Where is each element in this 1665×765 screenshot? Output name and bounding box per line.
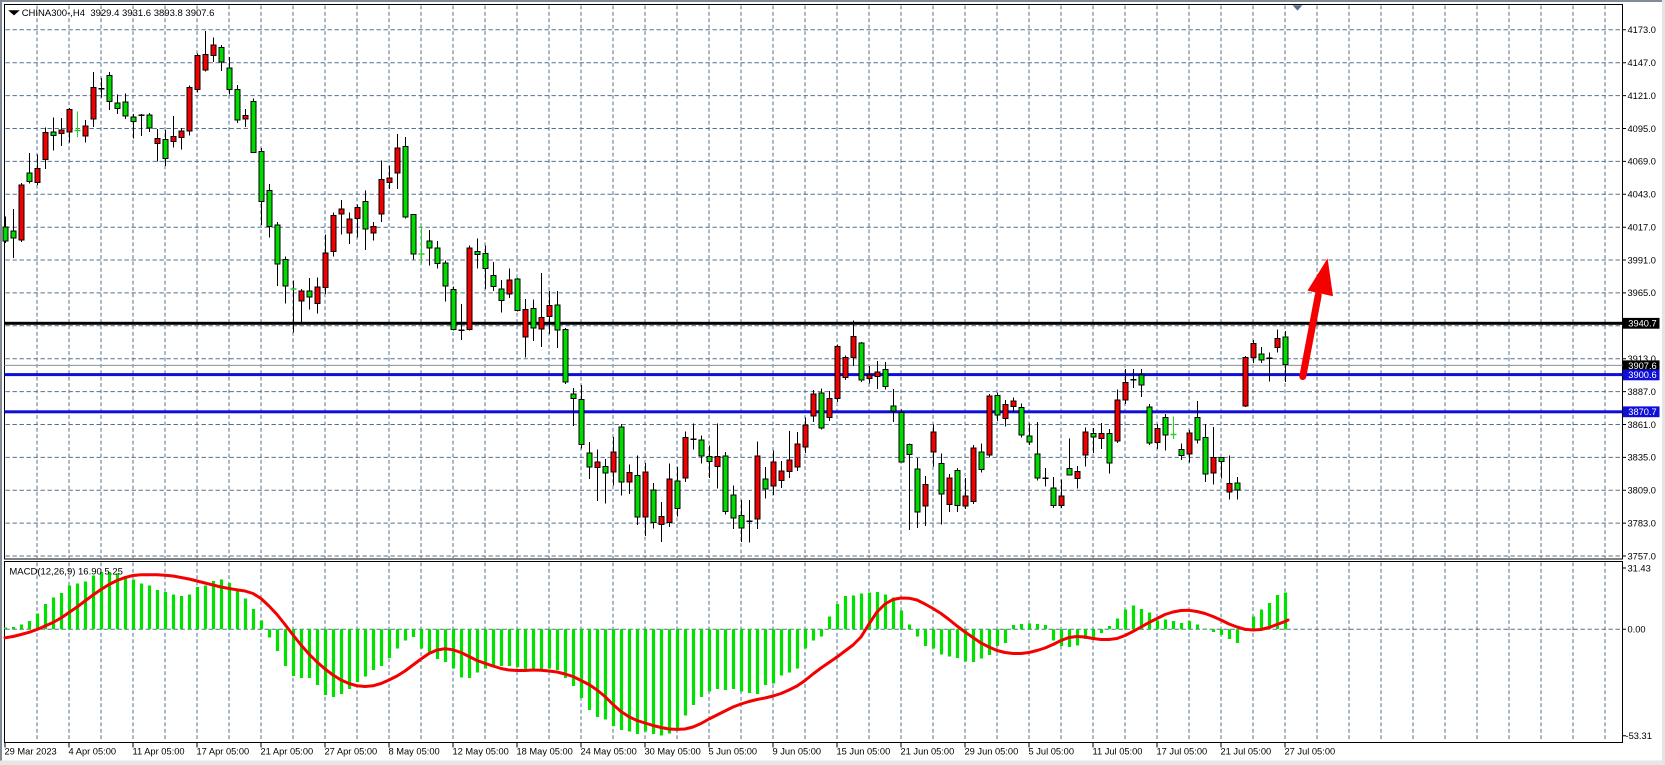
svg-text:27 Jul 05:00: 27 Jul 05:00 — [1285, 747, 1336, 757]
svg-text:CHINA300-,H4 3929.4 3931.6 38: CHINA300-,H4 3929.4 3931.6 3893.8 3907.6 — [22, 8, 215, 19]
svg-text:9 Jun 05:00: 9 Jun 05:00 — [773, 747, 822, 757]
svg-text:29 Mar 2023: 29 Mar 2023 — [5, 747, 57, 757]
svg-text:3870.7: 3870.7 — [1628, 407, 1656, 417]
svg-text:3861.0: 3861.0 — [1628, 420, 1656, 430]
svg-text:3913.0: 3913.0 — [1628, 354, 1656, 364]
svg-text:4 Apr 05:00: 4 Apr 05:00 — [69, 747, 117, 757]
svg-text:11 Jul 05:00: 11 Jul 05:00 — [1093, 747, 1143, 757]
svg-text:21 Apr 05:00: 21 Apr 05:00 — [261, 747, 314, 757]
svg-text:3900.6: 3900.6 — [1628, 370, 1656, 380]
svg-text:4173.0: 4173.0 — [1628, 25, 1656, 35]
svg-text:17 Jul 05:00: 17 Jul 05:00 — [1157, 747, 1208, 757]
svg-text:17 Apr 05:00: 17 Apr 05:00 — [197, 747, 250, 757]
svg-text:4121.0: 4121.0 — [1628, 91, 1656, 101]
svg-text:27 Apr 05:00: 27 Apr 05:00 — [325, 747, 378, 757]
svg-text:4069.0: 4069.0 — [1628, 157, 1656, 167]
svg-text:5 Jun 05:00: 5 Jun 05:00 — [709, 747, 758, 757]
svg-text:15 Jun 05:00: 15 Jun 05:00 — [837, 747, 891, 757]
svg-text:3991.0: 3991.0 — [1628, 255, 1656, 265]
svg-text:3835.0: 3835.0 — [1628, 453, 1656, 463]
svg-text:8 May 05:00: 8 May 05:00 — [389, 747, 440, 757]
svg-text:4043.0: 4043.0 — [1628, 190, 1656, 200]
svg-text:30 May 05:00: 30 May 05:00 — [645, 747, 701, 757]
svg-text:29 Jun 05:00: 29 Jun 05:00 — [965, 747, 1019, 757]
svg-text:11 Apr 05:00: 11 Apr 05:00 — [133, 747, 185, 757]
svg-text:4095.0: 4095.0 — [1628, 124, 1656, 134]
svg-text:4147.0: 4147.0 — [1628, 58, 1656, 68]
svg-text:3965.0: 3965.0 — [1628, 288, 1656, 298]
svg-text:3809.0: 3809.0 — [1628, 486, 1656, 496]
svg-text:3907.6: 3907.6 — [1628, 361, 1656, 371]
svg-text:12 May 05:00: 12 May 05:00 — [453, 747, 509, 757]
svg-text:3757.0: 3757.0 — [1628, 551, 1656, 561]
svg-text:18 May 05:00: 18 May 05:00 — [517, 747, 573, 757]
svg-text:3940.7: 3940.7 — [1628, 319, 1656, 329]
svg-text:0.00: 0.00 — [1628, 625, 1646, 635]
svg-text:24 May 05:00: 24 May 05:00 — [581, 747, 637, 757]
svg-text:21 Jul 05:00: 21 Jul 05:00 — [1221, 747, 1272, 757]
svg-text:-53.31: -53.31 — [1626, 731, 1652, 741]
svg-text:4017.0: 4017.0 — [1628, 223, 1656, 233]
svg-text:MACD(12,26,9) 16.90 5.25: MACD(12,26,9) 16.90 5.25 — [9, 566, 123, 577]
svg-text:21 Jun 05:00: 21 Jun 05:00 — [901, 747, 955, 757]
svg-text:3783.0: 3783.0 — [1628, 518, 1656, 528]
svg-text:5 Jul 05:00: 5 Jul 05:00 — [1029, 747, 1075, 757]
svg-text:31.43: 31.43 — [1628, 563, 1651, 573]
svg-text:3887.0: 3887.0 — [1628, 387, 1656, 397]
